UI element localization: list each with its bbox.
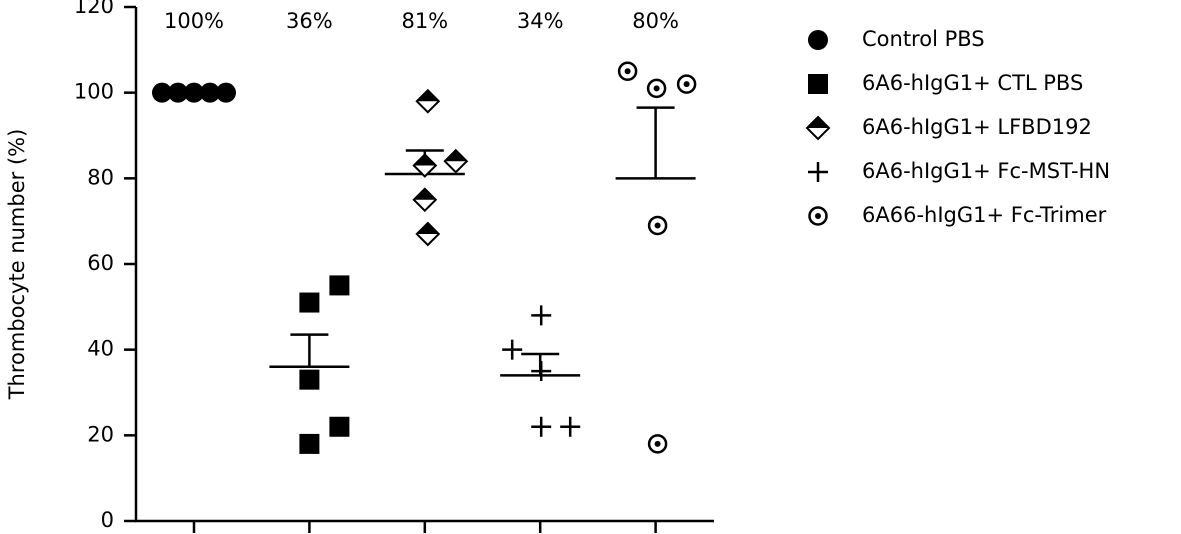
- marker: [413, 154, 436, 166]
- marker: [808, 30, 828, 50]
- legend-label: Control PBS: [862, 27, 985, 51]
- legend-marker: [808, 74, 828, 94]
- mean-label: 81%: [401, 9, 448, 33]
- point: [676, 74, 697, 94]
- y-axis-label: Thrombocyte number (%): [5, 129, 29, 401]
- point: [168, 82, 188, 103]
- point: [329, 416, 350, 437]
- point: [200, 82, 220, 103]
- point: [412, 153, 438, 178]
- point: [184, 82, 204, 103]
- marker: [654, 440, 661, 447]
- legend-label: 6A6-hIgG1+ LFBD192: [862, 115, 1092, 139]
- point: [531, 416, 552, 437]
- point: [646, 78, 667, 99]
- point: [531, 305, 552, 326]
- marker: [653, 85, 660, 92]
- marker: [299, 433, 320, 454]
- point: [299, 292, 320, 313]
- marker: [168, 82, 188, 103]
- y-tick-label: 80: [87, 165, 114, 189]
- error-bar: [636, 106, 675, 179]
- marker: [416, 90, 439, 102]
- marker: [654, 222, 661, 229]
- marker: [815, 213, 821, 219]
- marker: [416, 223, 439, 235]
- legend-marker: [805, 115, 831, 141]
- marker: [624, 68, 631, 75]
- point: [216, 82, 236, 103]
- point: [299, 369, 320, 390]
- marker: [184, 82, 204, 103]
- legend-label: 6A66-hIgG1+ Fc-Trimer: [862, 203, 1107, 227]
- point: [502, 339, 523, 360]
- y-tick-label: 60: [87, 251, 114, 275]
- point: [152, 82, 172, 103]
- legend-label: 6A6-hIgG1+ CTL PBS: [862, 71, 1083, 95]
- legend-label: 6A6-hIgG1+ Fc-MST-HN: [862, 159, 1110, 183]
- y-tick-label: 0: [101, 508, 114, 532]
- point: [560, 416, 581, 437]
- point: [647, 215, 668, 236]
- marker: [216, 82, 236, 103]
- legend-marker: [808, 30, 828, 50]
- legend-marker: [808, 206, 828, 226]
- point: [299, 433, 320, 454]
- marker: [152, 82, 172, 103]
- point: [412, 187, 438, 213]
- marker: [329, 416, 350, 437]
- marker: [444, 150, 467, 162]
- error-bar: [290, 333, 329, 367]
- mean-label: 34%: [517, 9, 564, 33]
- marker: [299, 292, 320, 313]
- point: [329, 275, 350, 296]
- point: [415, 221, 441, 247]
- legend-marker: [808, 162, 828, 182]
- y-tick-label: 120: [74, 0, 114, 18]
- point: [443, 148, 469, 174]
- mean-label: 36%: [286, 9, 333, 33]
- y-tick-label: 40: [87, 337, 114, 361]
- point: [647, 434, 668, 454]
- point: [415, 88, 441, 114]
- y-tick-label: 20: [87, 422, 114, 446]
- marker: [299, 369, 320, 390]
- marker: [683, 81, 690, 88]
- mean-label: 100%: [164, 9, 224, 33]
- point: [531, 361, 552, 382]
- point: [617, 61, 638, 81]
- marker: [413, 188, 436, 200]
- marker: [808, 74, 828, 94]
- y-tick-label: 100: [74, 80, 114, 104]
- marker: [807, 117, 829, 128]
- marker: [200, 82, 220, 103]
- mean-label: 80%: [632, 9, 679, 33]
- marker: [329, 275, 350, 296]
